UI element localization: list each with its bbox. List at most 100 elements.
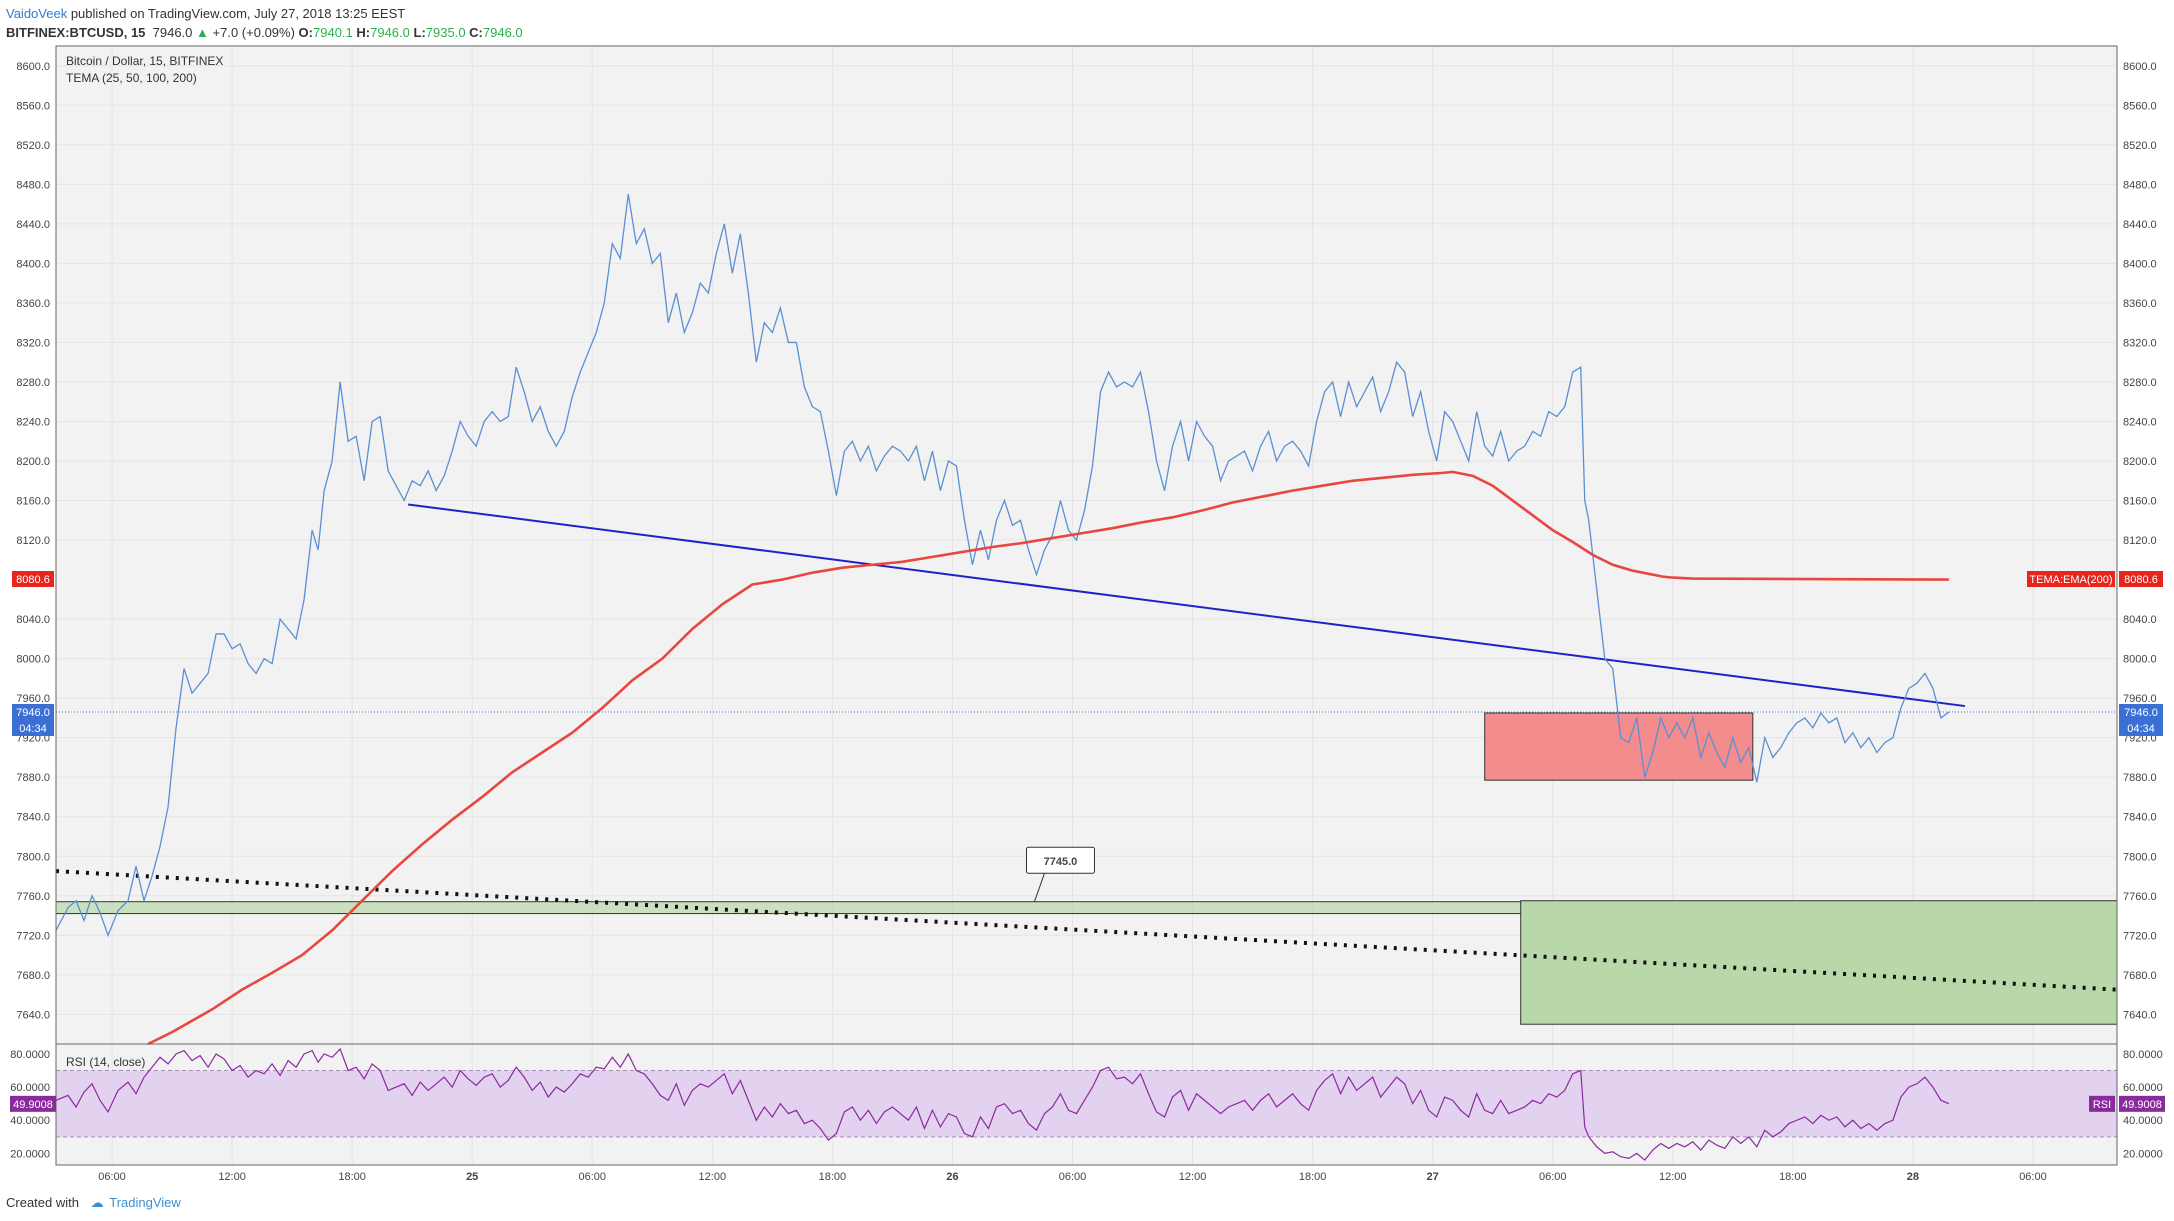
author-link[interactable]: VaidoVeek: [6, 6, 68, 21]
price-tick-left: 8160.0: [16, 496, 50, 508]
price-tick-left: 8000.0: [16, 654, 50, 666]
last-price: 7946.0: [152, 25, 193, 40]
price-tick-right: 7760.0: [2123, 891, 2157, 903]
dotted-trendline[interactable]: [55, 869, 2118, 992]
drawings-layer[interactable]: 7745.0: [55, 503, 2118, 1025]
price-tick-right: 8240.0: [2123, 416, 2157, 428]
low-label: L:: [413, 25, 426, 40]
time-tick: 12:00: [1659, 1171, 1687, 1183]
time-tick: 18:00: [1779, 1171, 1807, 1183]
ohlc-line: BITFINEX:BTCUSD, 15 7946.0 ▲ +7.0 (+0.09…: [6, 23, 523, 42]
rsi-line[interactable]: [55, 1047, 1950, 1161]
tradingview-brand[interactable]: TradingView: [109, 1195, 181, 1210]
rsi-name-label: RSI: [2093, 1099, 2111, 1111]
price-tick-right: 7640.0: [2123, 1009, 2157, 1021]
time-tick: 12:00: [1179, 1171, 1207, 1183]
price-tick-left: 8400.0: [16, 258, 50, 270]
price-tick-right: 8440.0: [2123, 219, 2157, 231]
price-tick-left: 8120.0: [16, 535, 50, 547]
price-tick-left: 8480.0: [16, 179, 50, 191]
price-tick-right: 8320.0: [2123, 337, 2157, 349]
price-tick-right: 8200.0: [2123, 456, 2157, 468]
high-label: H:: [356, 25, 371, 40]
plot-frame: [55, 45, 2118, 1166]
price-tick-right: 7680.0: [2123, 970, 2157, 982]
price-tick-left: 8280.0: [16, 377, 50, 389]
price-tick-left: 7800.0: [16, 851, 50, 863]
time-tick: 27: [1427, 1171, 1439, 1183]
price-tick-right: 7720.0: [2123, 930, 2157, 942]
rsi-tick-left: 80.0000: [10, 1049, 50, 1061]
time-tick: 06:00: [1539, 1171, 1567, 1183]
rsi-tick-right: 40.0000: [2123, 1115, 2163, 1127]
price-tick-right: 8480.0: [2123, 179, 2157, 191]
time-tick: 18:00: [338, 1171, 366, 1183]
rsi-label-right: 49.9008: [2122, 1099, 2162, 1111]
rsi-tick-left: 40.0000: [10, 1115, 50, 1127]
price-tick-left: 7760.0: [16, 891, 50, 903]
price-tick-left: 8240.0: [16, 416, 50, 428]
price-tick-right: 7960.0: [2123, 693, 2157, 705]
price-tick-right: 7840.0: [2123, 812, 2157, 824]
time-label-right: 04:34: [2127, 723, 2155, 735]
price-tick-right: 8560.0: [2123, 100, 2157, 112]
time-tick: 28: [1907, 1171, 1919, 1183]
close-value: 7946.0: [482, 25, 523, 40]
price-line[interactable]: [55, 194, 1950, 938]
tema-name-label: TEMA:EMA(200): [2029, 574, 2112, 586]
price-tick-right: 8360.0: [2123, 298, 2157, 310]
low-value: 7935.0: [425, 25, 466, 40]
price-label-right-bg: [2119, 703, 2163, 720]
price-tick-left: 8040.0: [16, 614, 50, 626]
created-with-label: Created with: [6, 1195, 79, 1210]
price-tick-left: 8200.0: [16, 456, 50, 468]
time-label-right-bg: [2119, 719, 2163, 736]
rsi-label-left-bg: [10, 1095, 56, 1112]
price-tick-left: 7720.0: [16, 930, 50, 942]
price-label-right: 7946.0: [2124, 707, 2158, 719]
price-tick-left: 7960.0: [16, 693, 50, 705]
target-zone-box[interactable]: [1520, 900, 2118, 1025]
tema-name-label-bg: [2027, 570, 2115, 587]
time-tick: 06:00: [578, 1171, 606, 1183]
price-tick-left: 8520.0: [16, 140, 50, 152]
price-tick-left: 7880.0: [16, 772, 50, 784]
tema-label-left: 8080.6: [16, 574, 50, 586]
price-tick-right: 8000.0: [2123, 654, 2157, 666]
change-up-icon: ▲: [196, 25, 209, 40]
close-label: C:: [469, 25, 483, 40]
open-label: O:: [298, 25, 313, 40]
rsi-legend: RSI (14, close): [66, 1055, 145, 1069]
time-tick: 26: [946, 1171, 958, 1183]
tradingview-logo-icon[interactable]: ☁: [90, 1195, 104, 1210]
price-labels: 7946.0 04:34 7946.0 04:34 8080.6 8080.6 TEMA:E…: [10, 570, 2165, 1112]
tema-label-right-bg: [2119, 570, 2163, 587]
high-value: 7946.0: [370, 25, 410, 40]
rsi-name-label-bg: [2089, 1095, 2115, 1112]
price-callout-box[interactable]: [1025, 846, 1095, 874]
price-tick-right: 8400.0: [2123, 258, 2157, 270]
time-tick: 06:00: [1059, 1171, 1087, 1183]
rsi-panel[interactable]: [55, 1047, 2117, 1161]
chart-header: VaidoVeek published on TradingView.com, …: [6, 4, 523, 42]
callout-pointer: [1034, 873, 1045, 902]
trendline[interactable]: [408, 503, 1966, 708]
series-layer[interactable]: [55, 194, 2117, 1046]
tema-line[interactable]: [147, 470, 1949, 1046]
price-tick-right: 8040.0: [2123, 614, 2157, 626]
price-tick-left: 7840.0: [16, 812, 50, 824]
time-label-left: 04:34: [19, 723, 47, 735]
price-tick-right: 8120.0: [2123, 535, 2157, 547]
price-label-left-bg: [12, 703, 54, 720]
rsi-tick-left: 20.0000: [10, 1148, 50, 1160]
time-label-left-bg: [12, 719, 54, 736]
rsi-tick-right: 60.0000: [2123, 1082, 2163, 1094]
time-tick: 12:00: [218, 1171, 246, 1183]
axes: 7640.0 7640.0 7680.0 7680.0 7720.0 7720.0 7760…: [10, 45, 2163, 1183]
indicator-legend: TEMA (25, 50, 100, 200): [66, 71, 197, 85]
rsi-tick-right: 20.0000: [2123, 1148, 2163, 1160]
price-tick-right: 7880.0: [2123, 772, 2157, 784]
price-tick-right: 8280.0: [2123, 377, 2157, 389]
price-tick-left: 7680.0: [16, 970, 50, 982]
